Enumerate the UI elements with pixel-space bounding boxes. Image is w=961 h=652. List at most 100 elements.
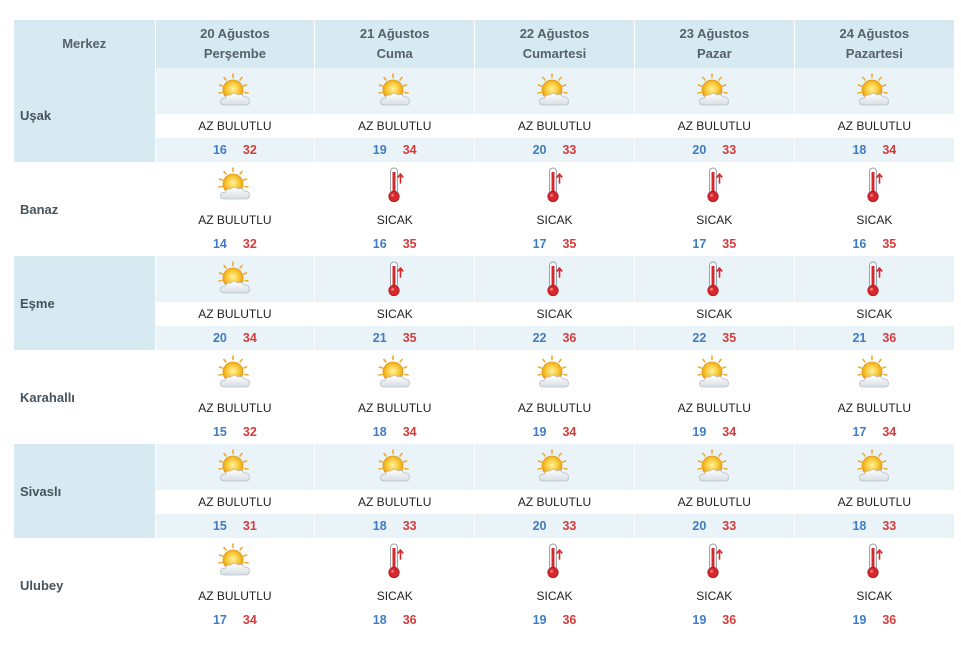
city-row-temperatures: 17 34 18 36 19 36 19 36 19 36	[14, 608, 954, 632]
forecast-icon-cell	[155, 162, 316, 208]
max-temperature: 36	[722, 613, 737, 627]
day-weekday: Cumartesi	[522, 46, 587, 61]
thermometer-hot-icon	[534, 541, 574, 581]
forecast-icon-cell	[314, 256, 476, 302]
forecast-description: AZ BULUTLU	[155, 114, 316, 138]
city-row-temperatures: 15 31 18 33 20 33 20 33 18 33	[14, 514, 954, 538]
min-temperature: 21	[372, 331, 387, 345]
partly-cloudy-icon	[854, 71, 894, 111]
max-temperature: 34	[562, 425, 577, 439]
partly-cloudy-icon	[375, 447, 415, 487]
city-row-temperatures: 16 32 19 34 20 33 20 33 18 34	[14, 138, 954, 162]
forecast-icon-cell	[794, 538, 954, 584]
forecast-icon-cell	[794, 444, 954, 490]
forecast-temperatures: 22 35	[634, 326, 795, 350]
forecast-icon-cell	[474, 444, 635, 490]
forecast-temperatures: 20 33	[634, 514, 795, 538]
forecast-icon-cell	[634, 350, 795, 396]
min-temperature: 21	[852, 331, 867, 345]
day-date: 23 Ağustos	[679, 26, 750, 41]
city-name: Ulubey	[14, 538, 156, 632]
partly-cloudy-icon	[694, 447, 734, 487]
forecast-description: AZ BULUTLU	[314, 396, 476, 420]
forecast-icon-cell	[314, 444, 476, 490]
partly-cloudy-icon	[215, 353, 255, 393]
partly-cloudy-icon	[854, 353, 894, 393]
forecast-description: SICAK	[794, 584, 954, 608]
forecast-description: SICAK	[634, 208, 795, 232]
min-temperature: 18	[372, 519, 387, 533]
forecast-description: AZ BULUTLU	[314, 114, 476, 138]
day-date: 24 Ağustos	[839, 26, 910, 41]
forecast-icon-cell	[155, 256, 316, 302]
min-temperature: 22	[692, 331, 707, 345]
city-row-icons: Ulubey	[14, 538, 954, 632]
forecast-temperatures: 19 36	[794, 608, 954, 632]
forecast-description: SICAK	[314, 208, 476, 232]
partly-cloudy-icon	[215, 71, 255, 111]
max-temperature: 34	[242, 331, 257, 345]
city-row-descriptions: AZ BULUTLU AZ BULUTLU AZ BULUTLU AZ BULUTLU…	[14, 490, 954, 514]
partly-cloudy-icon	[534, 353, 574, 393]
day-weekday: Pazartesi	[845, 46, 903, 61]
forecast-description: AZ BULUTLU	[634, 490, 795, 514]
max-temperature: 36	[882, 613, 897, 627]
forecast-description: SICAK	[314, 584, 476, 608]
max-temperature: 34	[882, 143, 897, 157]
forecast-icon-cell	[155, 444, 316, 490]
max-temperature: 34	[402, 425, 417, 439]
forecast-temperatures: 19 34	[314, 138, 476, 162]
forecast-icon-cell	[155, 538, 316, 584]
forecast-temperatures: 16 35	[314, 232, 476, 256]
max-temperature: 36	[562, 613, 577, 627]
forecast-description: AZ BULUTLU	[155, 584, 316, 608]
forecast-icon-cell	[474, 538, 635, 584]
min-temperature: 20	[212, 331, 227, 345]
min-temperature: 19	[532, 425, 547, 439]
partly-cloudy-icon	[694, 353, 734, 393]
thermometer-hot-icon	[375, 165, 415, 205]
forecast-temperatures: 19 34	[634, 420, 795, 444]
thermometer-hot-icon	[694, 259, 734, 299]
forecast-temperatures: 20 33	[474, 514, 635, 538]
header-day-3: 22 Ağustos Cumartesi	[474, 20, 635, 68]
forecast-icon-cell	[474, 350, 635, 396]
forecast-temperatures: 20 33	[634, 138, 795, 162]
forecast-temperatures: 16 32	[155, 138, 316, 162]
forecast-description: AZ BULUTLU	[634, 114, 795, 138]
forecast-temperatures: 20 33	[474, 138, 635, 162]
header-day-5: 24 Ağustos Pazartesi	[794, 20, 954, 68]
city-row-icons: Sivaslı	[14, 444, 954, 538]
max-temperature: 33	[722, 519, 737, 533]
city-row-icons: Eşme	[14, 256, 954, 350]
forecast-description: AZ BULUTLU	[794, 114, 954, 138]
min-temperature: 20	[532, 519, 547, 533]
forecast-temperatures: 15 31	[155, 514, 316, 538]
min-temperature: 17	[532, 237, 547, 251]
forecast-temperatures: 22 36	[474, 326, 635, 350]
min-temperature: 20	[692, 143, 707, 157]
forecast-icon-cell	[155, 68, 316, 114]
header-city-column: Merkez	[14, 20, 156, 68]
forecast-icon-cell	[794, 350, 954, 396]
min-temperature: 17	[852, 425, 867, 439]
city-row-icons: Banaz	[14, 162, 954, 256]
forecast-description: AZ BULUTLU	[794, 490, 954, 514]
partly-cloudy-icon	[375, 71, 415, 111]
forecast-description: SICAK	[474, 584, 635, 608]
forecast-icon-cell	[474, 256, 635, 302]
city-row-icons: Uşak	[14, 68, 954, 162]
forecast-temperatures: 18 33	[314, 514, 476, 538]
max-temperature: 35	[722, 331, 737, 345]
forecast-table: Merkez 20 Ağustos Perşembe 21 Ağustos Cuma…	[14, 20, 954, 632]
max-temperature: 34	[242, 613, 257, 627]
max-temperature: 36	[882, 331, 897, 345]
forecast-temperatures: 17 35	[634, 232, 795, 256]
header-day-4: 23 Ağustos Pazar	[634, 20, 795, 68]
forecast-description: AZ BULUTLU	[155, 396, 316, 420]
min-temperature: 19	[692, 613, 707, 627]
day-weekday: Pazar	[696, 46, 732, 61]
max-temperature: 35	[722, 237, 737, 251]
min-temperature: 17	[692, 237, 707, 251]
forecast-icon-cell	[794, 162, 954, 208]
